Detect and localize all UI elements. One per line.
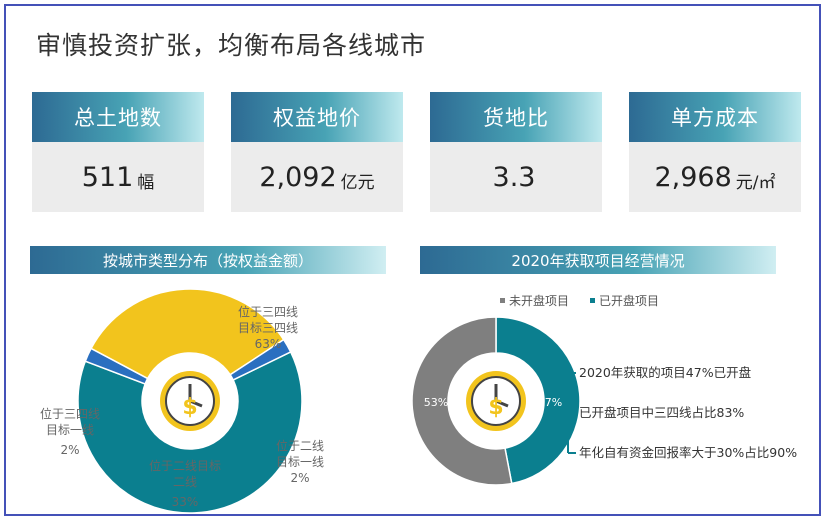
card-value: 2,968 bbox=[654, 161, 732, 193]
label-tier34-target-tier34: 位于三四线 bbox=[238, 304, 298, 319]
svg-text:$: $ bbox=[182, 395, 197, 420]
card-label: 单方成本 bbox=[629, 92, 801, 142]
card-unit: 亿元 bbox=[340, 172, 375, 193]
slice-unopened-projects bbox=[411, 316, 513, 486]
slice-tier34-target-tier1 bbox=[229, 338, 292, 381]
card-value: 3.3 bbox=[492, 161, 536, 193]
label-tier2-target-tier1: 2% bbox=[290, 471, 309, 485]
city-type-donut-chart: $ 位于三四线目标三四线63%位于二线目标一线2%位于二线目标二线33%位于三四… bbox=[40, 288, 324, 514]
card-label: 货地比 bbox=[430, 92, 602, 142]
note-opened-share: 2020年获取的项目47%已开盘 bbox=[579, 365, 751, 380]
card-value: 2,092 bbox=[259, 161, 337, 193]
card-equity-land-price: 权益地价 2,092 亿元 bbox=[231, 92, 403, 212]
legend-swatch-unopened bbox=[500, 298, 505, 303]
legend-label-unopened: 未开盘项目 bbox=[509, 293, 569, 308]
label-tier34-target-tier34: 目标三四线 bbox=[238, 321, 298, 335]
svg-text:$: $ bbox=[488, 395, 503, 420]
notes-bracket bbox=[557, 372, 576, 454]
label-unopened-percent: 53% bbox=[424, 396, 448, 409]
slice-tier34-target-tier34 bbox=[77, 350, 303, 514]
label-tier2-target-tier2: 33% bbox=[172, 495, 199, 509]
page-title: 审慎投资扩张，均衡布局各线城市 bbox=[36, 31, 427, 60]
card-label: 权益地价 bbox=[231, 92, 403, 142]
left-section-header: 按城市类型分布（按权益金额） bbox=[30, 246, 386, 274]
label-tier2-target-tier2: 二线 bbox=[173, 475, 197, 489]
right-section-header: 2020年获取项目经营情况 bbox=[420, 246, 776, 274]
label-tier2-target-tier1: 位于二线 bbox=[276, 438, 324, 453]
label-opened-percent: 47% bbox=[538, 396, 562, 409]
card-total-land: 总土地数 511 幅 bbox=[32, 92, 204, 212]
card-value: 511 bbox=[81, 161, 134, 193]
legend-swatch-opened bbox=[590, 298, 595, 303]
card-unit: 幅 bbox=[137, 172, 155, 193]
note-tier34-share: 已开盘项目中三四线占比83% bbox=[579, 405, 744, 420]
legend-label-opened: 已开盘项目 bbox=[599, 293, 659, 308]
card-unit-cost: 单方成本 2,968 元/㎡ bbox=[629, 92, 801, 212]
projects-opened-donut-chart: 未开盘项目 已开盘项目 $ 47% 53% 2020年获取的项目47%已开盘 已开… bbox=[411, 293, 797, 486]
slice-opened-projects bbox=[495, 316, 581, 485]
label-tier34-target-tier1: 目标一线 bbox=[46, 423, 94, 437]
label-tier2-target-tier1: 目标一线 bbox=[276, 455, 324, 469]
label-tier34-target-tier34: 63% bbox=[255, 337, 282, 351]
legend: 未开盘项目 已开盘项目 bbox=[500, 293, 659, 308]
label-tier34-target-tier1: 2% bbox=[60, 443, 79, 457]
note-return-share: 年化自有资金回报率大于30%占比90% bbox=[579, 445, 797, 460]
slice-tier2-target-tier2 bbox=[90, 288, 285, 380]
label-tier2-target-tier2: 位于二线目标 bbox=[149, 458, 221, 473]
clock-icon: $ bbox=[460, 365, 532, 437]
card-label: 总土地数 bbox=[32, 92, 204, 142]
clock-icon: $ bbox=[154, 365, 226, 437]
slide: 审慎投资扩张，均衡布局各线城市 总土地数 511 幅 权益地价 2,092 亿元 货… bbox=[4, 4, 821, 516]
card-unit: 元/㎡ bbox=[735, 172, 776, 193]
kpi-cards: 总土地数 511 幅 权益地价 2,092 亿元 货地比 3.3 单方成本 2,96… bbox=[32, 92, 802, 212]
card-goods-land-ratio: 货地比 3.3 bbox=[430, 92, 602, 212]
label-tier34-target-tier1: 位于三四线 bbox=[40, 406, 100, 421]
